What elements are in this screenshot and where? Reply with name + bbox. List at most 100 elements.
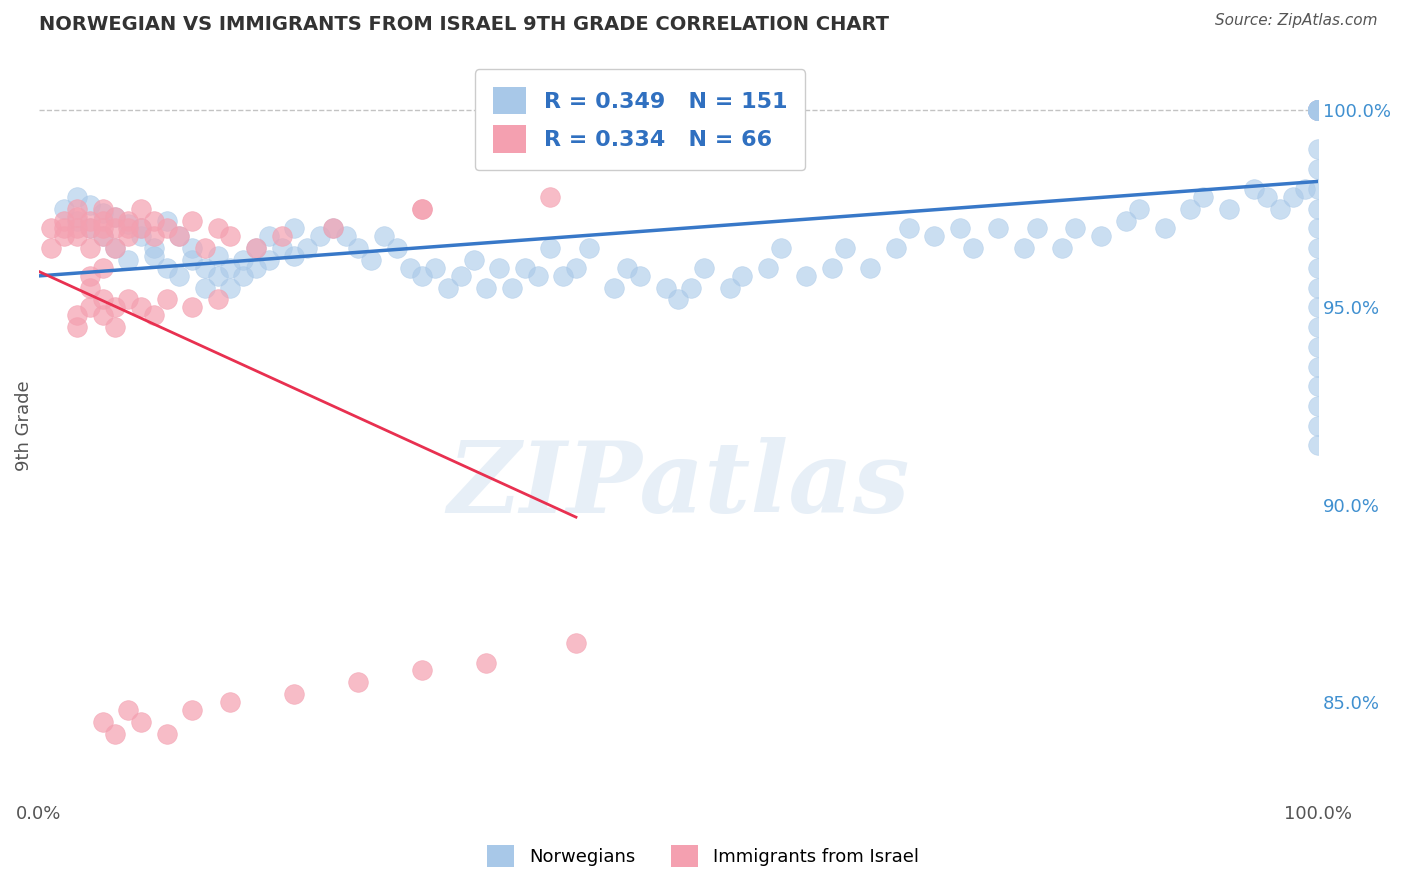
- Point: [79, 301, 101, 315]
- Text: ZIPatlas: ZIPatlas: [447, 437, 910, 534]
- Point: [1308, 103, 1330, 117]
- Point: [117, 229, 139, 244]
- Point: [1308, 241, 1330, 255]
- Point: [398, 260, 420, 275]
- Point: [1308, 103, 1330, 117]
- Point: [1218, 202, 1240, 216]
- Point: [897, 221, 920, 235]
- Point: [79, 241, 101, 255]
- Point: [142, 249, 165, 263]
- Point: [117, 213, 139, 227]
- Point: [1308, 438, 1330, 452]
- Point: [219, 695, 242, 709]
- Point: [1308, 103, 1330, 117]
- Point: [53, 229, 76, 244]
- Point: [232, 252, 254, 267]
- Point: [1180, 202, 1202, 216]
- Point: [1294, 182, 1316, 196]
- Point: [104, 301, 127, 315]
- Point: [297, 241, 319, 255]
- Point: [769, 241, 792, 255]
- Point: [1308, 103, 1330, 117]
- Point: [41, 221, 63, 235]
- Point: [450, 268, 472, 283]
- Point: [488, 260, 510, 275]
- Point: [731, 268, 754, 283]
- Point: [1308, 103, 1330, 117]
- Point: [257, 252, 280, 267]
- Point: [181, 703, 204, 717]
- Legend: Norwegians, Immigrants from Israel: Norwegians, Immigrants from Israel: [479, 838, 927, 874]
- Point: [1308, 103, 1330, 117]
- Point: [1308, 260, 1330, 275]
- Point: [66, 308, 89, 322]
- Point: [1281, 190, 1303, 204]
- Point: [1308, 103, 1330, 117]
- Point: [142, 213, 165, 227]
- Point: [1308, 103, 1330, 117]
- Point: [1090, 229, 1112, 244]
- Point: [53, 202, 76, 216]
- Point: [53, 221, 76, 235]
- Point: [1308, 103, 1330, 117]
- Point: [283, 687, 305, 701]
- Point: [654, 280, 676, 294]
- Point: [155, 260, 177, 275]
- Point: [437, 280, 460, 294]
- Point: [129, 221, 152, 235]
- Point: [129, 301, 152, 315]
- Point: [194, 260, 217, 275]
- Point: [91, 202, 114, 216]
- Point: [1308, 103, 1330, 117]
- Point: [66, 202, 89, 216]
- Point: [104, 210, 127, 224]
- Point: [1308, 103, 1330, 117]
- Point: [603, 280, 626, 294]
- Point: [207, 221, 229, 235]
- Point: [1064, 221, 1087, 235]
- Point: [91, 308, 114, 322]
- Point: [194, 241, 217, 255]
- Point: [884, 241, 907, 255]
- Point: [207, 293, 229, 307]
- Point: [1308, 103, 1330, 117]
- Point: [79, 268, 101, 283]
- Point: [1128, 202, 1150, 216]
- Point: [1308, 103, 1330, 117]
- Point: [1308, 103, 1330, 117]
- Point: [169, 229, 191, 244]
- Point: [385, 241, 408, 255]
- Point: [66, 210, 89, 224]
- Point: [1308, 340, 1330, 354]
- Point: [169, 229, 191, 244]
- Point: [66, 320, 89, 334]
- Text: Source: ZipAtlas.com: Source: ZipAtlas.com: [1215, 13, 1378, 29]
- Point: [104, 241, 127, 255]
- Point: [245, 260, 267, 275]
- Point: [1308, 182, 1330, 196]
- Point: [322, 221, 344, 235]
- Point: [155, 726, 177, 740]
- Point: [538, 241, 561, 255]
- Point: [1308, 103, 1330, 117]
- Point: [91, 293, 114, 307]
- Point: [1192, 190, 1215, 204]
- Point: [681, 280, 703, 294]
- Point: [41, 241, 63, 255]
- Point: [962, 241, 984, 255]
- Point: [194, 280, 217, 294]
- Point: [1308, 103, 1330, 117]
- Point: [104, 210, 127, 224]
- Point: [283, 249, 305, 263]
- Point: [987, 221, 1010, 235]
- Point: [155, 221, 177, 235]
- Point: [104, 726, 127, 740]
- Point: [1308, 103, 1330, 117]
- Point: [949, 221, 972, 235]
- Point: [1308, 418, 1330, 433]
- Point: [756, 260, 779, 275]
- Point: [53, 213, 76, 227]
- Point: [91, 229, 114, 244]
- Point: [1012, 241, 1035, 255]
- Point: [1308, 221, 1330, 235]
